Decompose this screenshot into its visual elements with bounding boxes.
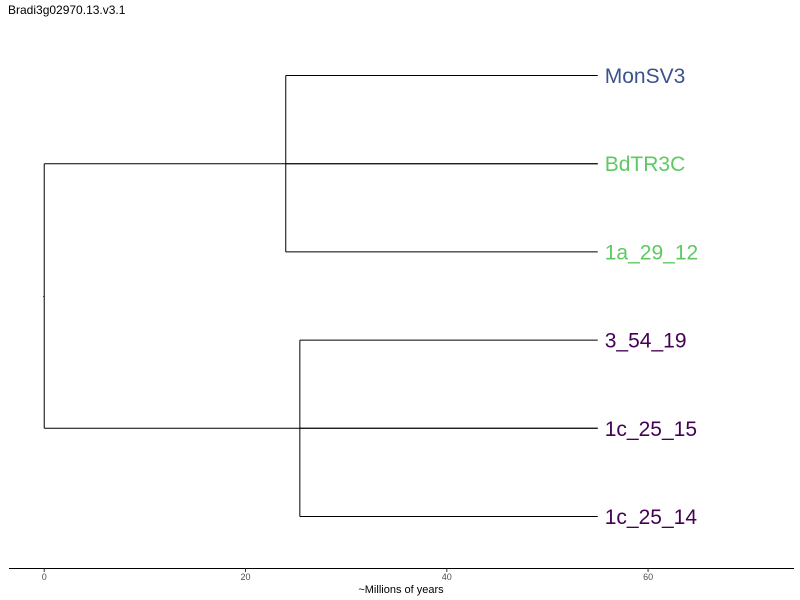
tip-label: 1c_25_15 [605, 418, 697, 441]
tip-label: 1c_25_14 [605, 506, 698, 529]
tree-branches [43, 75, 598, 517]
x-axis-title: ~Millions of years [358, 584, 444, 596]
x-tick-label: 60 [643, 572, 653, 582]
x-tick-label: 20 [240, 572, 250, 582]
x-tick-label: 0 [42, 572, 47, 582]
tip-label: BdTR3C [605, 153, 686, 176]
tip-label: MonSV3 [605, 65, 686, 88]
x-tick-label: 40 [442, 572, 452, 582]
x-axis: 0 20 40 60 [9, 568, 794, 582]
tip-label: 3_54_19 [605, 330, 687, 353]
page-title: Bradi3g02970.13.v3.1 [8, 3, 126, 17]
tip-labels: MonSV3 BdTR3C 1a_29_12 3_54_19 1c_25_15 1c_25… [605, 65, 698, 529]
tip-label: 1a_29_12 [605, 241, 698, 264]
